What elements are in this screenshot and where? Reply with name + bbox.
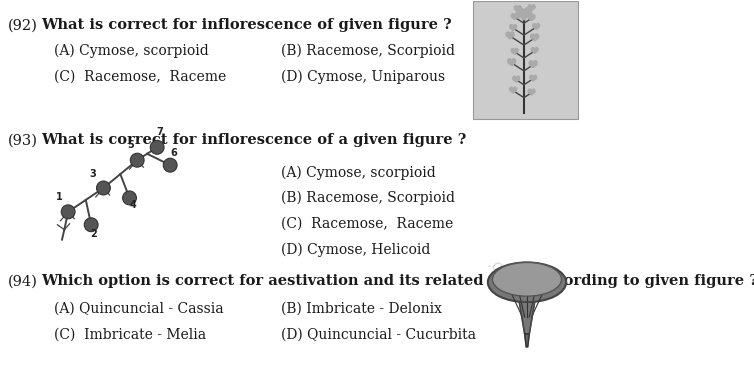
Circle shape <box>510 87 513 92</box>
Text: (C)  Imbricate - Melia: (C) Imbricate - Melia <box>54 328 206 342</box>
Circle shape <box>511 88 515 93</box>
Text: 3: 3 <box>89 169 96 179</box>
Text: (C)  Racemose,  Raceme: (C) Racemose, Raceme <box>54 70 225 84</box>
Circle shape <box>510 25 513 29</box>
Circle shape <box>515 78 518 82</box>
Text: 7: 7 <box>156 128 163 137</box>
Ellipse shape <box>164 158 177 172</box>
Circle shape <box>528 5 532 9</box>
Text: 1: 1 <box>56 192 63 202</box>
Circle shape <box>510 60 513 65</box>
Text: What is correct for inflorescence of given figure ?: What is correct for inflorescence of giv… <box>41 18 452 32</box>
Circle shape <box>512 59 516 64</box>
Circle shape <box>535 25 538 29</box>
Circle shape <box>530 16 533 20</box>
Circle shape <box>529 61 533 66</box>
Ellipse shape <box>150 140 164 154</box>
Circle shape <box>510 32 514 37</box>
Text: (D) Cymose, Helicoid: (D) Cymose, Helicoid <box>281 243 431 257</box>
Circle shape <box>521 13 526 20</box>
Circle shape <box>533 24 536 28</box>
Circle shape <box>511 26 515 30</box>
Text: 2: 2 <box>90 229 97 238</box>
Circle shape <box>533 75 537 80</box>
Circle shape <box>529 75 533 80</box>
Circle shape <box>514 6 517 10</box>
Text: (B) Racemose, Scorpioid: (B) Racemose, Scorpioid <box>281 191 455 206</box>
Circle shape <box>513 87 516 92</box>
Circle shape <box>513 25 516 29</box>
Circle shape <box>515 48 518 52</box>
Text: (C)  Racemose,  Raceme: (C) Racemose, Raceme <box>281 217 454 231</box>
Circle shape <box>513 15 516 20</box>
Circle shape <box>513 50 516 54</box>
Circle shape <box>526 11 532 18</box>
Circle shape <box>528 15 532 19</box>
Circle shape <box>516 76 520 80</box>
Ellipse shape <box>130 153 144 167</box>
Text: (B) Imbricate - Delonix: (B) Imbricate - Delonix <box>281 302 443 316</box>
Circle shape <box>516 11 521 18</box>
Polygon shape <box>525 334 529 347</box>
Bar <box>474 2 578 118</box>
Ellipse shape <box>123 191 136 205</box>
Circle shape <box>511 14 514 18</box>
Polygon shape <box>520 302 535 334</box>
Ellipse shape <box>84 218 98 232</box>
Circle shape <box>536 24 540 28</box>
Circle shape <box>507 59 511 64</box>
Circle shape <box>530 6 533 10</box>
Text: (B) Racemose, Scorpioid: (B) Racemose, Scorpioid <box>281 44 455 58</box>
Circle shape <box>518 8 523 15</box>
Text: (93): (93) <box>8 134 38 147</box>
Circle shape <box>524 8 529 15</box>
Text: (94): (94) <box>8 274 38 288</box>
Text: Which option is correct for aestivation and its related plant according to given: Which option is correct for aestivation … <box>41 274 754 288</box>
Circle shape <box>531 48 535 52</box>
Ellipse shape <box>488 262 566 302</box>
Text: 4: 4 <box>129 200 136 210</box>
Circle shape <box>530 91 533 95</box>
Ellipse shape <box>61 205 75 219</box>
Circle shape <box>535 34 538 39</box>
Circle shape <box>528 89 532 93</box>
Circle shape <box>532 77 535 81</box>
Circle shape <box>533 36 537 40</box>
Text: (D) Quincuncial - Cucurbita: (D) Quincuncial - Cucurbita <box>281 328 477 342</box>
Circle shape <box>513 76 516 80</box>
Text: (92): (92) <box>8 18 38 32</box>
Ellipse shape <box>97 181 110 195</box>
Text: .com: .com <box>485 255 525 287</box>
Circle shape <box>531 34 535 39</box>
Text: (D) Cymose, Uniparous: (D) Cymose, Uniparous <box>281 70 446 84</box>
Circle shape <box>506 32 510 37</box>
Circle shape <box>532 5 535 9</box>
Circle shape <box>532 89 535 93</box>
Circle shape <box>533 49 536 53</box>
Circle shape <box>511 48 514 52</box>
Circle shape <box>533 61 537 66</box>
Text: (A) Cymose, scorpioid: (A) Cymose, scorpioid <box>54 44 208 58</box>
Ellipse shape <box>492 262 562 296</box>
Circle shape <box>518 6 521 10</box>
Circle shape <box>532 15 535 19</box>
Text: (A) Cymose, scorpioid: (A) Cymose, scorpioid <box>281 165 437 180</box>
Text: What is correct for inflorescence of a given figure ?: What is correct for inflorescence of a g… <box>41 134 467 147</box>
Text: 6: 6 <box>170 148 176 158</box>
Text: (A) Quincuncial - Cassia: (A) Quincuncial - Cassia <box>54 302 223 316</box>
Circle shape <box>515 14 518 18</box>
Circle shape <box>532 63 535 68</box>
Text: 5: 5 <box>127 140 134 150</box>
Circle shape <box>535 48 538 52</box>
Circle shape <box>508 34 512 39</box>
Circle shape <box>516 7 520 11</box>
